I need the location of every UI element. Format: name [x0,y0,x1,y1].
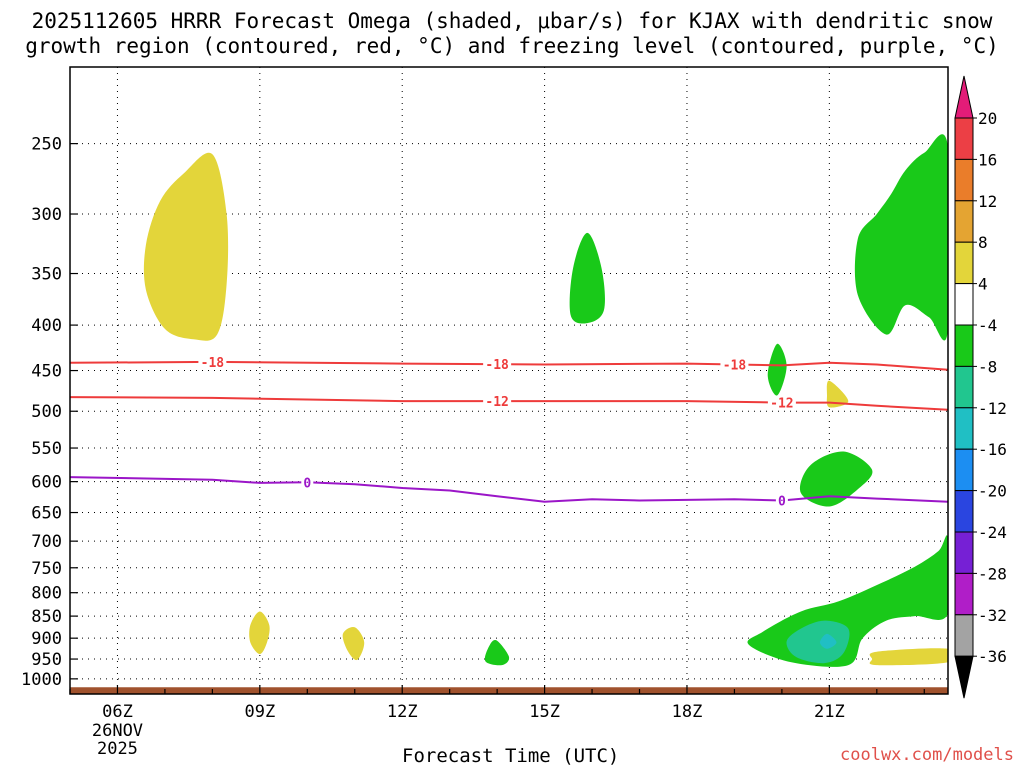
freezing-level-label: 0 [303,476,311,491]
date-label-day: 26NOV [92,721,143,741]
colorbar-label: -28 [978,564,1007,583]
colorbar-bin [954,283,974,326]
omega-shaded-region [249,611,270,655]
chart-title-line-1: 2025112605 HRRR Forecast Omega (shaded, … [31,9,993,33]
x-tick-label: 18Z [672,702,703,722]
colorbar-label: 16 [978,150,997,169]
y-tick-label: 350 [31,265,62,285]
colorbar-bin [954,200,974,243]
omega-shaded-region [342,627,365,661]
colorbar-label: 4 [978,275,988,294]
y-tick-label: 700 [31,532,62,552]
colorbar-bin [954,241,974,285]
terrain-surface [70,687,948,694]
y-tick-label: 1000 [21,670,62,690]
freezing-level-label-bg [301,475,314,490]
colorbar-bin [954,572,974,616]
freezing-level-label-bg [775,493,788,508]
colorbar-label: -36 [978,647,1007,666]
site-credit: coolwx.com/models [840,745,1014,765]
omega-shaded-region [786,620,850,664]
freezing-level-label: 0 [778,494,786,509]
colorbar-bin [954,365,974,409]
y-tick-label: 650 [31,504,62,524]
omega-shaded-region [143,152,229,341]
dendritic-contour-label-bg [720,357,749,372]
omega-shaded-region [854,134,948,341]
omega-shading [143,134,948,667]
colorbar-label: -24 [978,523,1007,542]
colorbar-bin [954,531,974,574]
x-tick-label: 21Z [814,702,845,722]
chart-title-line-2: growth region (contoured, red, °C) and f… [25,34,999,58]
y-tick-label: 800 [31,584,62,604]
y-tick-label: 750 [31,559,62,579]
y-tick-label: 450 [31,362,62,382]
plot-frame [69,66,949,695]
colorbar-bin [954,324,974,367]
omega-shaded-region [869,648,948,666]
x-tick-label: 09Z [244,702,275,722]
y-tick-label: 550 [31,439,62,459]
date-label-year: 2025 [97,739,138,759]
colorbar-label: -12 [978,399,1007,418]
omega-shaded-region [826,380,849,408]
y-tick-label: 400 [31,316,62,336]
contour-lines: -18 -18 -18 -12 -12 0 0 [70,354,948,509]
y-tick-label: 900 [31,629,62,649]
y-tick-label: 950 [31,650,62,670]
x-tick-label: 12Z [387,702,418,722]
omega-shaded-region [569,232,605,324]
colorbar-label: -8 [978,357,997,376]
dendritic-contour-label: -12 [485,395,508,410]
dendritic-contour-label-bg [767,395,796,410]
colorbar-bin [954,614,974,657]
y-tick-label: 850 [31,607,62,627]
y-tick-label: 300 [31,205,62,225]
dendritic-contour-label-bg [483,357,512,372]
y-axis-ticks: 2503003504004505005506006507007508008509… [21,135,78,690]
colorbar-label: -20 [978,482,1007,501]
y-tick-label: 250 [31,135,62,155]
dendritic-contour-label: -18 [485,358,509,373]
dendritic-contour-label: -18 [723,359,747,374]
colorbar-above-triangle [954,75,974,119]
colorbar-bin [954,117,974,160]
colorbar-below-triangle [954,655,974,699]
colorbar-label: 20 [978,109,997,128]
x-tick-label: 15Z [529,702,560,722]
x-axis-title: Forecast Time (UTC) [402,745,620,767]
y-tick-label: 600 [31,473,62,493]
dendritic-contour-line [70,360,948,371]
y-tick-label: 500 [31,402,62,422]
dendritic-contour-label-bg [198,354,227,369]
omega-shaded-region [819,633,837,649]
colorbar-label: -4 [978,316,997,335]
colorbar-bin [954,448,974,492]
colorbar-label: 12 [978,192,997,211]
x-tick-label: 06Z [102,702,133,722]
colorbar-bin [954,158,974,202]
dendritic-contour-label-bg [483,394,512,409]
freezing-level-line [70,476,948,503]
colorbar-label: -16 [978,440,1007,459]
colorbar-label: 8 [978,233,988,252]
colorbar-bin [954,490,974,533]
omega-shaded-region [767,343,787,396]
omega-shaded-region [484,639,510,666]
omega-shaded-region [799,451,873,507]
dendritic-contour-line [70,396,948,411]
dendritic-contour-label: -18 [201,356,225,371]
colorbar-label: -32 [978,606,1007,625]
colorbar: 20 16 12 8 4 -4 -8 -12 -16 -20 -24 -28 -32 -36 [954,75,1007,699]
colorbar-bin [954,407,974,450]
dendritic-contour-label: -12 [770,397,793,412]
